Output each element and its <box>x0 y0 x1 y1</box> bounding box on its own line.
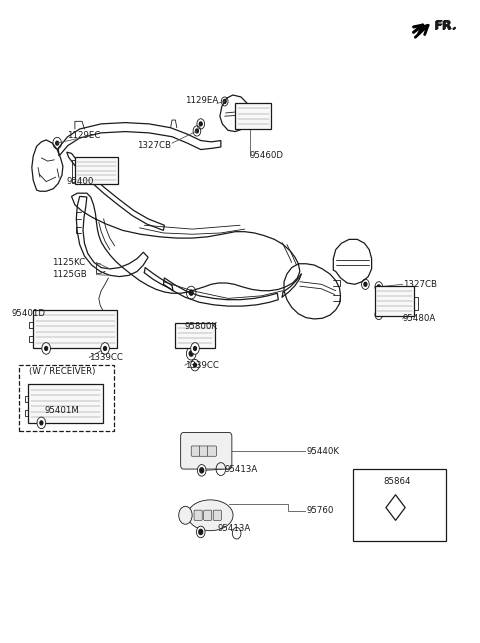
Text: 95440K: 95440K <box>306 447 339 456</box>
FancyBboxPatch shape <box>199 446 208 457</box>
Circle shape <box>377 285 380 289</box>
Circle shape <box>197 465 206 476</box>
Text: 1129EA: 1129EA <box>185 96 218 105</box>
Circle shape <box>193 347 196 350</box>
Text: 1339CC: 1339CC <box>185 361 219 370</box>
Bar <box>19 365 114 431</box>
Text: 95480A: 95480A <box>403 314 436 323</box>
Circle shape <box>179 506 192 524</box>
Text: (W / RECEIVER): (W / RECEIVER) <box>29 367 95 376</box>
Text: 1327CB: 1327CB <box>137 141 170 150</box>
Bar <box>28 385 103 423</box>
Circle shape <box>101 343 109 354</box>
Circle shape <box>104 347 107 350</box>
Bar <box>375 285 414 316</box>
Circle shape <box>191 343 199 354</box>
FancyBboxPatch shape <box>191 446 200 457</box>
Text: 1339CC: 1339CC <box>89 353 123 362</box>
FancyBboxPatch shape <box>194 510 202 520</box>
Circle shape <box>200 468 204 473</box>
Circle shape <box>364 282 367 286</box>
Bar <box>235 104 271 129</box>
Text: 95800K: 95800K <box>185 322 218 331</box>
FancyBboxPatch shape <box>213 510 221 520</box>
Circle shape <box>56 141 59 145</box>
Text: 85864: 85864 <box>383 477 411 486</box>
Circle shape <box>199 122 202 126</box>
Circle shape <box>42 343 50 354</box>
Circle shape <box>223 100 226 104</box>
Bar <box>33 310 117 349</box>
Text: 1129EC: 1129EC <box>67 131 100 140</box>
Text: 1125GB: 1125GB <box>52 270 87 279</box>
Circle shape <box>193 363 196 367</box>
Circle shape <box>189 351 193 356</box>
Circle shape <box>40 421 43 425</box>
Bar <box>353 469 446 541</box>
Circle shape <box>377 312 380 316</box>
Circle shape <box>195 129 198 133</box>
Text: 95400: 95400 <box>67 177 94 186</box>
Circle shape <box>191 359 199 371</box>
Circle shape <box>199 529 203 534</box>
FancyBboxPatch shape <box>204 510 212 520</box>
Text: 95413A: 95413A <box>225 465 258 474</box>
Text: 1125KC: 1125KC <box>52 258 85 267</box>
Circle shape <box>45 347 48 350</box>
Text: 95401D: 95401D <box>11 309 45 318</box>
Text: 95460D: 95460D <box>250 152 284 161</box>
Circle shape <box>196 526 205 538</box>
Text: 95413A: 95413A <box>217 523 250 532</box>
Text: FR.: FR. <box>434 20 457 33</box>
Ellipse shape <box>188 500 233 530</box>
Bar <box>175 323 215 349</box>
Text: 1327CB: 1327CB <box>403 280 437 289</box>
Text: 95760: 95760 <box>306 506 334 515</box>
Circle shape <box>37 417 46 429</box>
Text: FR.: FR. <box>435 19 458 32</box>
Text: 95401M: 95401M <box>45 406 79 415</box>
Bar <box>75 158 118 184</box>
Circle shape <box>189 290 193 295</box>
FancyBboxPatch shape <box>207 446 216 457</box>
FancyBboxPatch shape <box>180 433 232 469</box>
